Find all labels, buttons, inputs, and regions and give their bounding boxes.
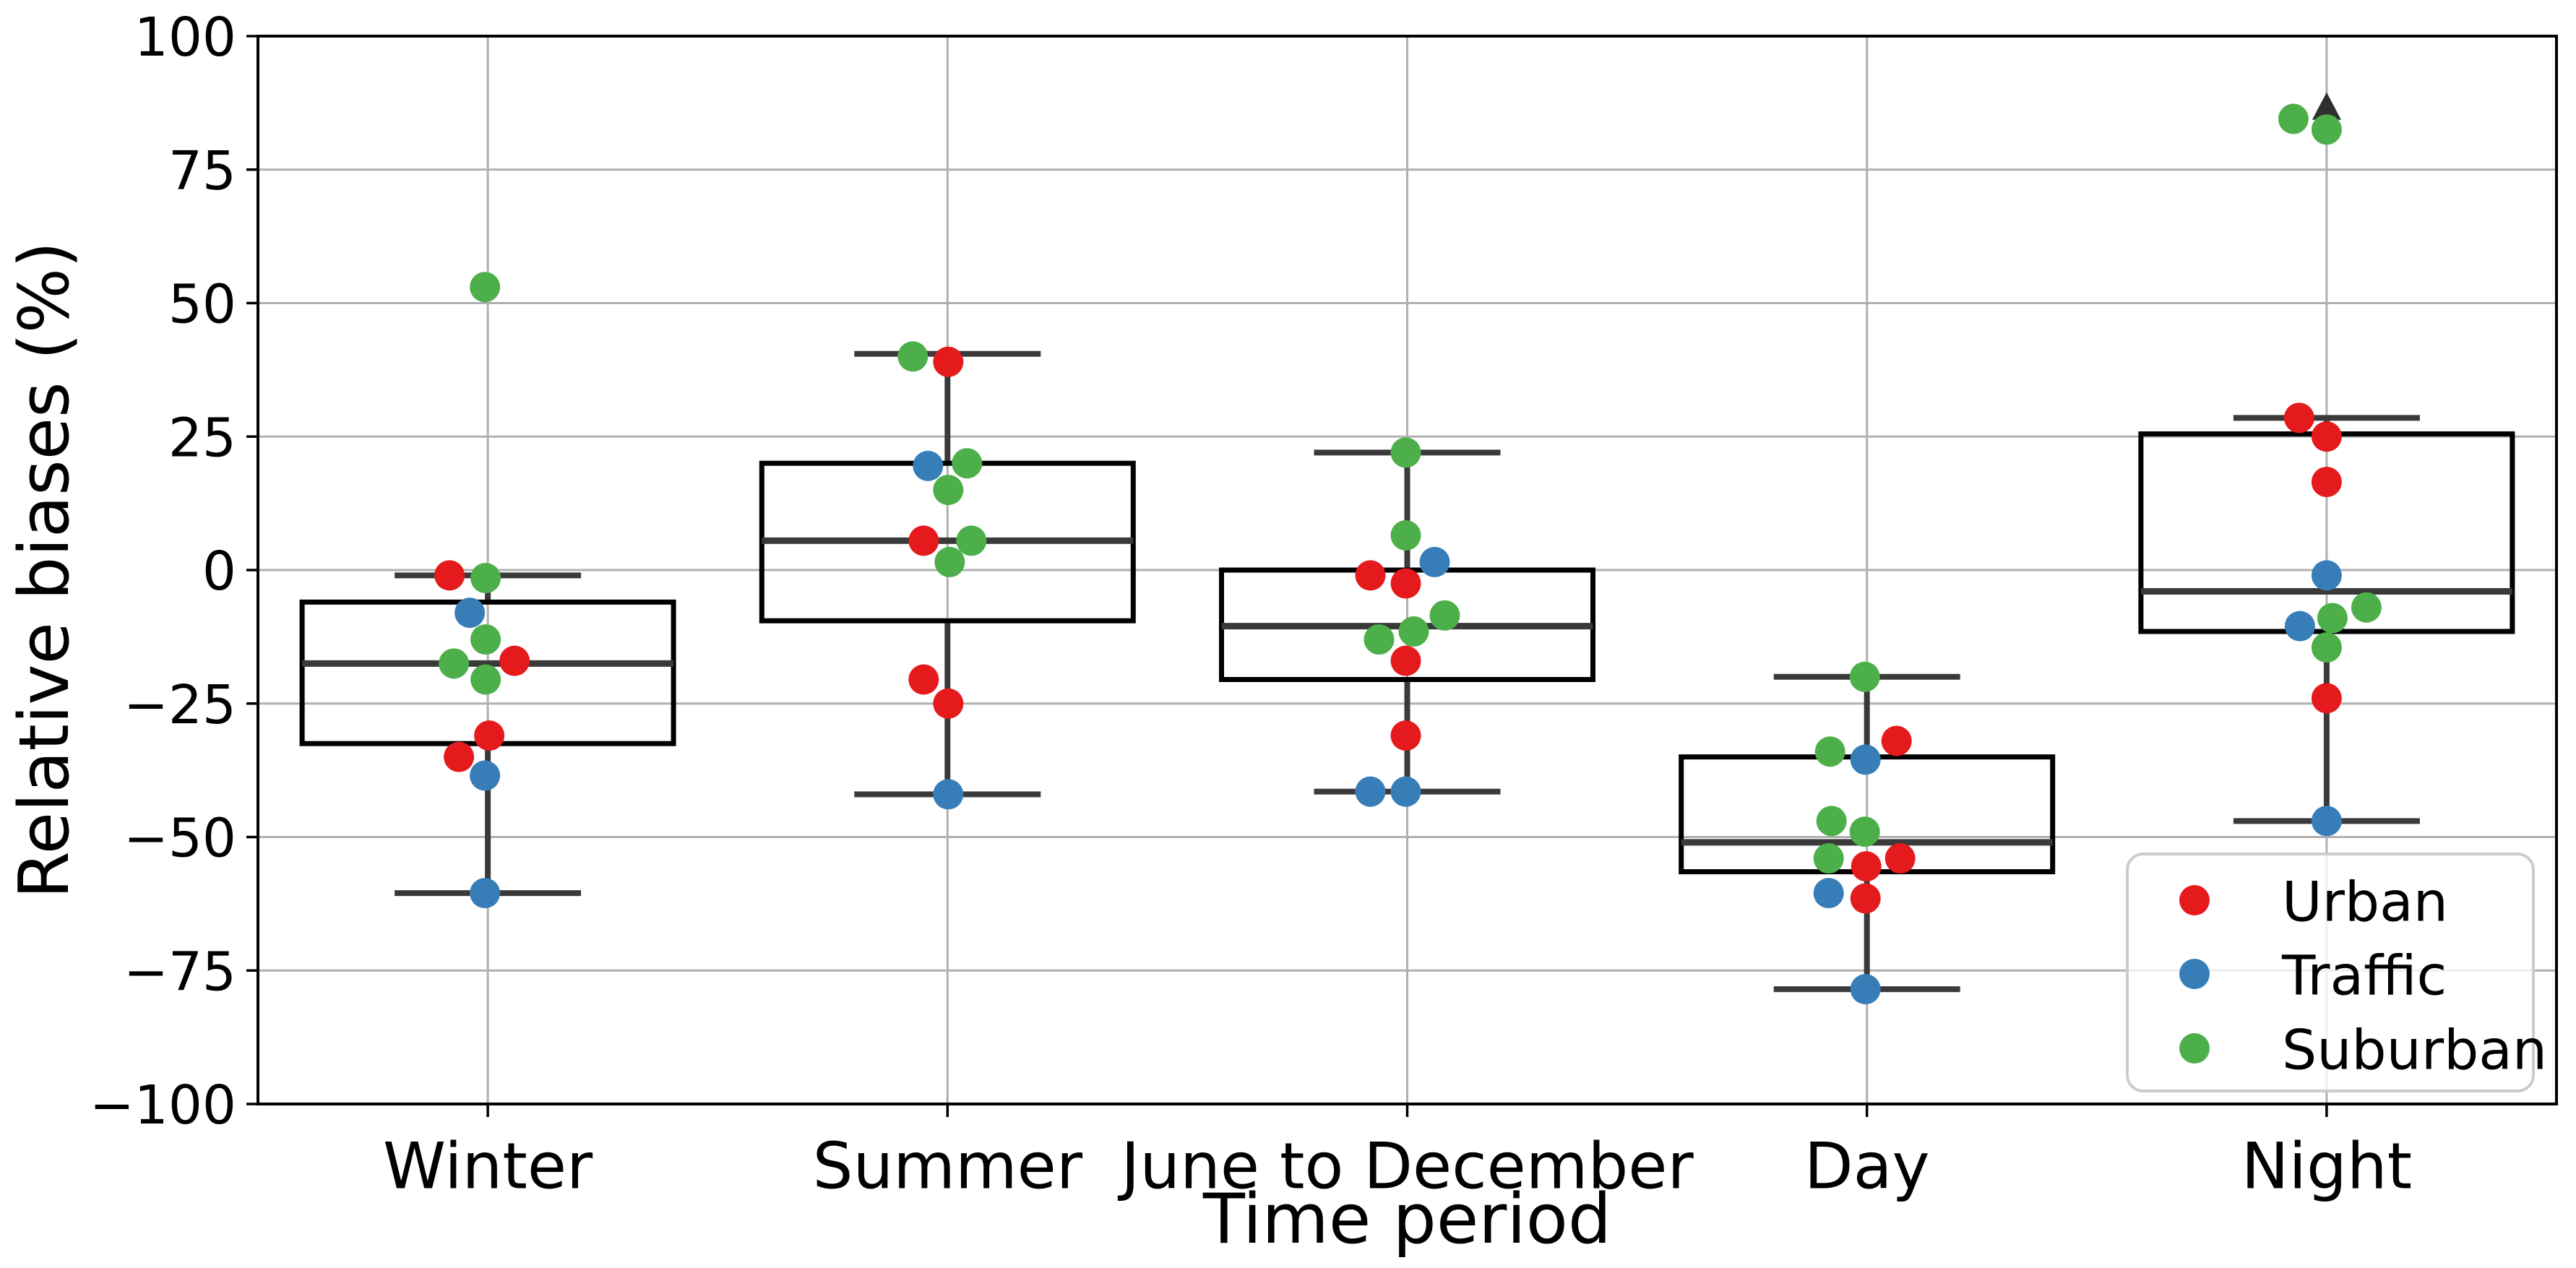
y-axis-title: Relative biases (%): [5, 241, 85, 899]
point-traffic: [470, 878, 501, 909]
point-suburban: [1398, 616, 1429, 647]
point-suburban: [952, 448, 983, 479]
legend-label-suburban: Suburban: [2282, 1018, 2547, 1082]
point-traffic: [1850, 744, 1881, 775]
point-urban: [434, 560, 465, 591]
legend-dot-urban-icon: [2179, 885, 2210, 915]
point-urban: [908, 664, 939, 695]
point-suburban: [933, 475, 964, 506]
point-urban: [2311, 683, 2342, 714]
point-suburban: [1364, 624, 1395, 655]
point-suburban: [439, 648, 470, 679]
point-urban: [1390, 645, 1421, 676]
x-axis-title: Time period: [1202, 1180, 1611, 1259]
point-urban: [1881, 725, 1912, 756]
point-suburban: [2351, 592, 2382, 623]
flier-triangle-icon: [2312, 92, 2341, 120]
point-suburban: [934, 546, 965, 577]
point-urban: [444, 741, 475, 772]
point-suburban: [1390, 437, 1421, 468]
legend-label-traffic: Traffic: [2281, 944, 2447, 1008]
point-suburban: [2317, 603, 2348, 634]
point-suburban: [2311, 114, 2342, 145]
point-traffic: [2284, 611, 2315, 642]
point-urban: [2311, 421, 2342, 452]
point-suburban: [470, 272, 501, 303]
point-suburban: [1849, 661, 1880, 692]
point-suburban: [470, 624, 501, 655]
y-tick-label: 50: [168, 274, 236, 336]
point-urban: [2311, 467, 2342, 498]
point-urban: [933, 688, 964, 719]
point-urban: [1851, 851, 1882, 882]
point-urban: [1390, 568, 1421, 599]
point-urban: [499, 645, 530, 676]
y-tick-label: −25: [124, 674, 236, 736]
point-traffic: [2311, 806, 2342, 837]
y-tick-label: 75: [168, 140, 236, 202]
point-suburban: [956, 525, 987, 556]
point-traffic: [2311, 560, 2342, 591]
point-urban: [1884, 843, 1916, 874]
point-suburban: [1849, 816, 1880, 848]
point-traffic: [470, 760, 501, 791]
point-traffic: [1850, 974, 1881, 1005]
y-tick-label: −50: [124, 808, 236, 870]
point-urban: [474, 720, 505, 751]
legend-box: [2126, 853, 2535, 1092]
point-traffic: [455, 598, 486, 629]
point-suburban: [1816, 806, 1847, 837]
point-suburban: [470, 664, 501, 695]
point-urban: [1390, 720, 1421, 751]
point-traffic: [1419, 546, 1450, 577]
point-traffic: [913, 450, 944, 481]
x-tick-label-winter: Winter: [383, 1129, 593, 1204]
point-traffic: [1355, 776, 1386, 807]
point-urban: [933, 346, 964, 377]
point-suburban: [1813, 843, 1844, 874]
point-urban: [1850, 883, 1881, 914]
point-traffic: [1390, 776, 1421, 807]
point-suburban: [1814, 736, 1845, 767]
legend-dot-traffic-icon: [2179, 959, 2210, 989]
y-tick-label: 25: [168, 407, 236, 469]
point-traffic: [933, 779, 964, 810]
y-tick-label: −75: [124, 941, 236, 1003]
x-tick-label-night: Night: [2241, 1129, 2412, 1204]
point-suburban: [1429, 600, 1460, 631]
point-suburban: [2278, 103, 2309, 134]
x-tick-label-summer: Summer: [813, 1129, 1083, 1204]
point-suburban: [897, 341, 929, 372]
x-tick-label-day: Day: [1804, 1129, 1930, 1204]
point-suburban: [2311, 632, 2342, 663]
point-urban: [1355, 560, 1386, 591]
point-urban: [2283, 402, 2314, 434]
y-tick-label: 0: [202, 540, 236, 603]
point-suburban: [1390, 519, 1421, 551]
legend-dot-suburban-icon: [2179, 1033, 2210, 1064]
x-tick-label-june-to-december: June to December: [1117, 1129, 1694, 1204]
legend-label-urban: Urban: [2282, 870, 2448, 934]
y-tick-label: 100: [134, 7, 236, 69]
point-suburban: [470, 563, 501, 594]
point-urban: [908, 525, 939, 556]
y-tick-label: −100: [90, 1074, 236, 1137]
point-traffic: [1813, 878, 1844, 909]
